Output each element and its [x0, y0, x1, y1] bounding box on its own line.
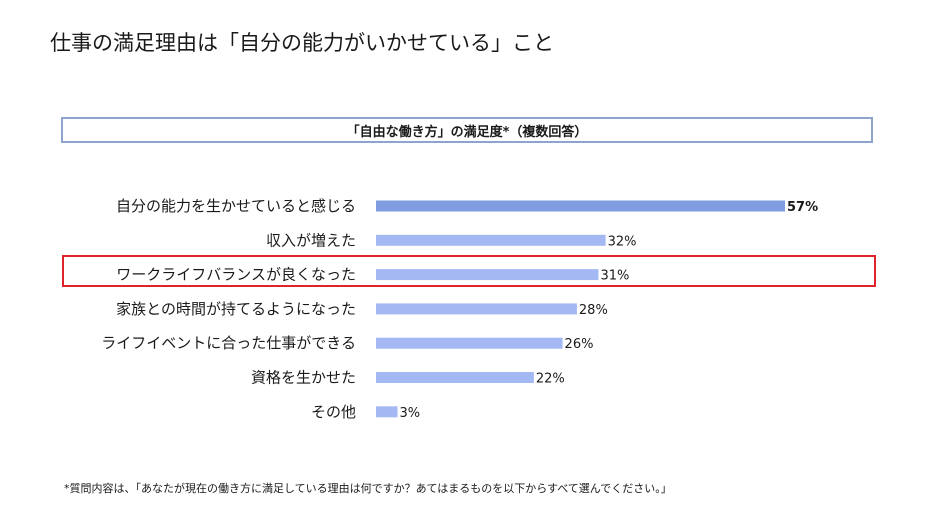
bar	[376, 200, 785, 212]
data-label: 3%	[400, 406, 421, 421]
category-label: その他	[311, 403, 356, 421]
category-label: ライフイベントに合った仕事ができる	[101, 334, 356, 352]
data-label: 31%	[600, 269, 629, 284]
category-label: 自分の能力を生かせていると感じる	[116, 197, 356, 215]
chart-title: 「自由な働き方」の満足度*（複数回答）	[61, 117, 873, 143]
bar	[376, 269, 599, 281]
bar	[376, 234, 606, 246]
category-label: 収入が増えた	[266, 231, 356, 249]
category-label: 資格を生かせた	[251, 369, 356, 387]
data-label: 57%	[787, 200, 818, 215]
data-label: 22%	[536, 372, 565, 387]
highlight-frame	[62, 255, 876, 287]
bar	[376, 406, 398, 418]
data-label: 32%	[608, 234, 637, 249]
data-label: 28%	[579, 303, 608, 318]
bar	[376, 337, 563, 349]
data-label: 26%	[565, 337, 594, 352]
bar	[376, 372, 534, 383]
category-label: 家族との時間が持てるようになった	[116, 300, 356, 318]
bar	[376, 303, 577, 315]
category-label: ワークライフバランスが良くなった	[116, 266, 356, 284]
footnote: *質問内容は、「あなたが現在の働き方に満足している理由は何ですか？あてはまるもの…	[64, 482, 672, 495]
page-title: 仕事の満足理由は「自分の能力がいかせている」こと	[50, 31, 554, 55]
